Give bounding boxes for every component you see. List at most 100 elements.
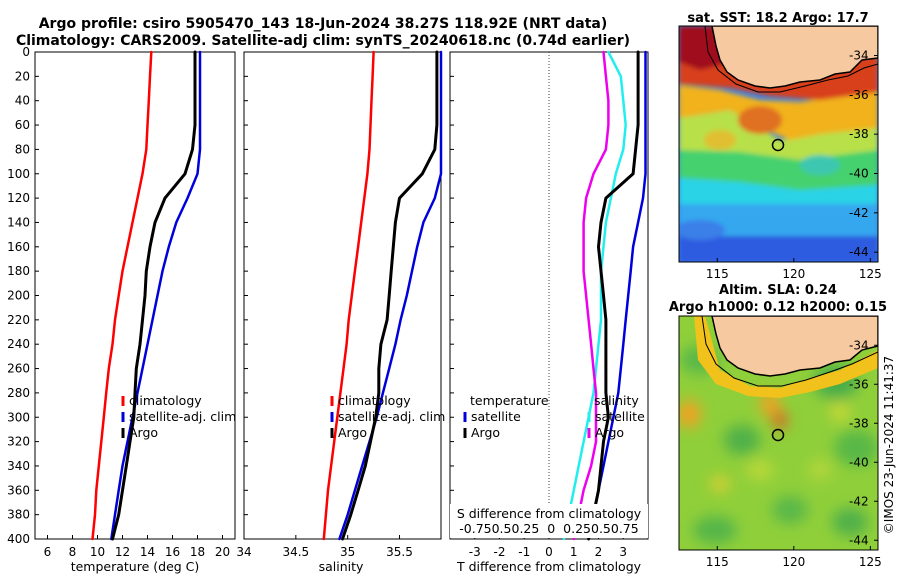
- t-difference-axis-label: T difference from climatology: [456, 559, 642, 574]
- sst-land: [711, 26, 878, 89]
- depth-tick-label: 220: [7, 313, 30, 327]
- depth-tick-label: 300: [7, 410, 30, 424]
- temperature-profile-panel: 6 8 10 12 14 16 18 20: [44, 50, 230, 559]
- map-x-tick-label: 120: [782, 267, 805, 281]
- depth-tick-label: 360: [7, 483, 30, 497]
- depth-tick-label: 380: [7, 508, 30, 522]
- series-line-satellite-adj-clim: [110, 50, 202, 541]
- depth-tick-label: 60: [15, 118, 30, 132]
- x-tick-label: 35: [340, 545, 355, 559]
- depth-tick-label: 240: [7, 337, 30, 351]
- map-y-tick-label: -34: [849, 49, 869, 63]
- depth-tick-label: 40: [15, 94, 30, 108]
- map-y-tick-label: -34: [849, 338, 869, 352]
- sst-map: [679, 26, 878, 262]
- series-line-temperature-argo: [587, 50, 640, 541]
- s-difference-label-backdrop: [450, 504, 648, 538]
- temperature-panel-frame: [34, 51, 236, 540]
- title-line-2: Climatology: CARS2009. Satellite-adj cli…: [16, 33, 630, 49]
- map-x-tick-label: 115: [706, 267, 729, 281]
- x-tick-label: -2: [494, 545, 506, 559]
- legend-climatology: climatology: [129, 393, 202, 408]
- difference-profile-panel: -3 -2 -1 0 1 2 3: [469, 50, 647, 559]
- x-tick-label: 10: [90, 545, 105, 559]
- map-x-tick-label: 125: [859, 555, 882, 569]
- sla-land: [711, 316, 878, 377]
- sla-map-axes: 115 120 125 -34 -36 -38 -40 -42 -44: [706, 338, 882, 569]
- x-tick-label: 1: [570, 545, 578, 559]
- map-y-tick-label: -36: [849, 377, 869, 391]
- map-y-tick-label: -36: [849, 88, 869, 102]
- series-line-argo: [341, 50, 439, 541]
- map-y-tick-label: -44: [849, 533, 869, 547]
- sla-coast-line: [701, 316, 878, 387]
- legend-salinity-argo: Argo: [595, 425, 624, 440]
- sst-coast-line: [704, 26, 878, 93]
- depth-tick-label: 160: [7, 240, 30, 254]
- depth-tick-label: 260: [7, 362, 30, 376]
- temperature-legend: climatology satellite-adj. clim Argo: [121, 393, 236, 440]
- x-tick-label: 35.5: [386, 545, 413, 559]
- title-line-1: Argo profile: csiro 5905470_143 18-Jun-2…: [39, 16, 608, 32]
- map-y-tick-label: -42: [849, 206, 869, 220]
- series-line-climatology: [91, 50, 153, 541]
- x-tick-label: 12: [115, 545, 130, 559]
- x-tick-label: -3: [469, 545, 481, 559]
- legend-argo-sal: Argo: [338, 425, 367, 440]
- x-tick-label: 6: [44, 545, 52, 559]
- map-x-tick-label: 115: [706, 555, 729, 569]
- depth-tick-label: 320: [7, 435, 30, 449]
- sst-map-frame: [678, 25, 879, 263]
- salinity-axis-label: salinity: [319, 559, 364, 574]
- s-difference-ticks: -0.750.50.25 0 0.250.50.75: [459, 521, 638, 536]
- map-x-tick-label: 120: [782, 555, 805, 569]
- x-tick-label: 3: [619, 545, 627, 559]
- sla-map-title-1: Altim. SLA: 0.24: [719, 283, 837, 298]
- depth-tick-label: 280: [7, 386, 30, 400]
- sst-argo-position-marker: [771, 138, 785, 152]
- x-tick-label: 20: [215, 545, 230, 559]
- sla-argo-position-marker: [771, 428, 785, 442]
- x-tick-label: 34: [236, 545, 251, 559]
- temperature-axis-label: temperature (deg C): [71, 559, 200, 574]
- series-line-climatology: [322, 50, 375, 541]
- salinity-profile-panel: 34 34.5 35 35.5: [236, 50, 443, 559]
- legend-satellite-adj: satellite-adj. clim: [129, 409, 236, 424]
- sla-map: [679, 316, 878, 550]
- x-tick-label: -1: [518, 545, 530, 559]
- salinity-panel-frame: [243, 51, 442, 540]
- x-tick-label: 2: [595, 545, 603, 559]
- sla-shelf-band: [694, 316, 878, 398]
- series-line-argo: [111, 50, 197, 541]
- s-difference-axis-label: S difference from climatology: [457, 506, 642, 521]
- depth-tick-label: 80: [15, 142, 30, 156]
- depth-tick-label: 120: [7, 191, 30, 205]
- legend-satellite-adj-sal: satellite-adj. clim: [338, 409, 445, 424]
- legend-salinity-title: salinity: [594, 393, 639, 408]
- map-y-tick-label: -40: [849, 167, 869, 181]
- depth-tick-label: 140: [7, 215, 30, 229]
- legend-salinity-satellite: satellite: [595, 409, 645, 424]
- legend-climatology-sal: climatology: [338, 393, 411, 408]
- map-y-tick-label: -38: [849, 416, 869, 430]
- series-line-salinity-satellite: [562, 50, 627, 541]
- salinity-legend: climatology satellite-adj. clim Argo: [330, 393, 445, 440]
- depth-tick-label: 200: [7, 289, 30, 303]
- map-y-tick-label: -44: [849, 245, 869, 259]
- map-y-tick-label: -40: [849, 455, 869, 469]
- difference-legend: temperature satellite Argo salinity sate…: [463, 393, 645, 440]
- series-line-temperature-satellite: [587, 50, 647, 541]
- copyright-text: ©IMOS 23-Jun-2024 11:41:37: [882, 356, 896, 534]
- x-tick-label: 34.5: [282, 545, 309, 559]
- sst-map-axes: 115 120 125 -34 -36 -38 -40 -42 -44: [706, 49, 882, 282]
- depth-tick-label: 100: [7, 167, 30, 181]
- depth-tick-label: 0: [22, 45, 30, 59]
- series-line-salinity-argo: [572, 50, 610, 541]
- legend-argo: Argo: [129, 425, 158, 440]
- series-line-satellite-adj-clim: [338, 50, 443, 541]
- legend-temperature-argo: Argo: [471, 425, 500, 440]
- depth-tick-label: 20: [15, 69, 30, 83]
- sst-map-title: sat. SST: 18.2 Argo: 17.7: [687, 11, 868, 26]
- x-tick-label: 0: [545, 545, 553, 559]
